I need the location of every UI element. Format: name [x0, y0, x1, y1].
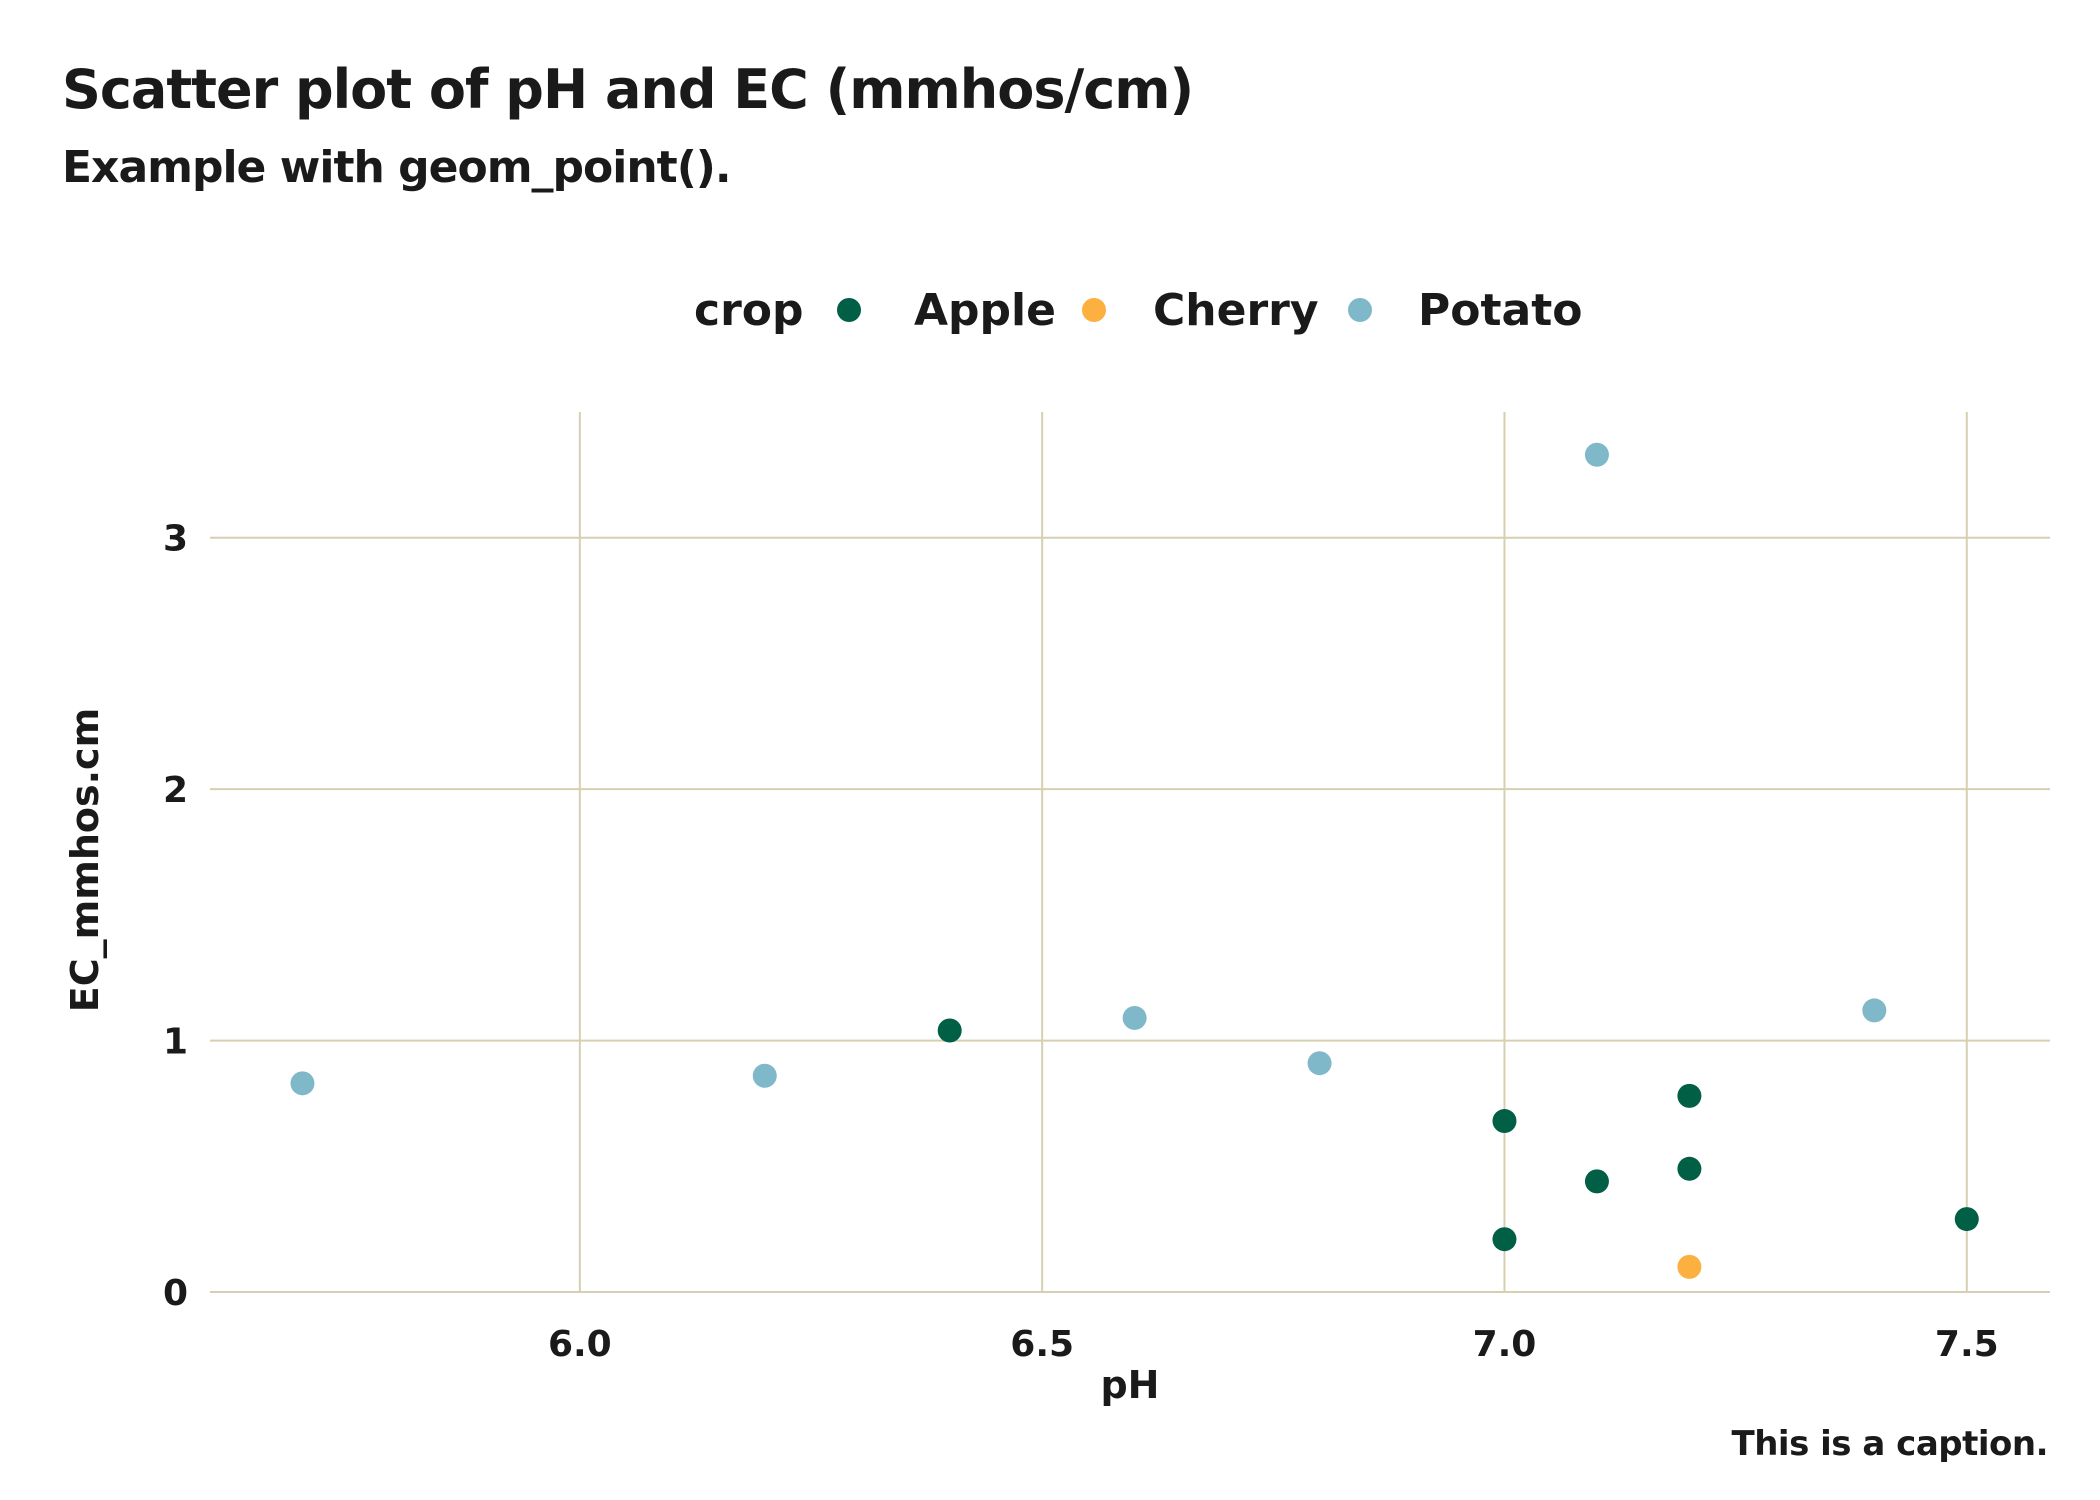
- x-tick-label: 7.0: [1473, 1324, 1537, 1365]
- data-point-cherry: [1677, 1254, 1702, 1279]
- legend-title: crop: [694, 285, 804, 336]
- legend-label-potato: Potato: [1418, 285, 1582, 336]
- legend: crop Apple Cherry Potato: [694, 285, 1582, 336]
- x-tick-label: 6.0: [548, 1324, 612, 1365]
- data-point-apple: [1954, 1207, 1979, 1232]
- points-layer: [290, 442, 1979, 1279]
- x-tick-label: 7.5: [1935, 1324, 1999, 1365]
- data-point-apple: [1492, 1109, 1517, 1134]
- legend-label-apple: Apple: [914, 285, 1056, 336]
- data-point-apple: [1492, 1227, 1517, 1252]
- chart-subtitle: Example with geom_point().: [62, 142, 732, 193]
- legend-label-cherry: Cherry: [1153, 285, 1319, 336]
- legend-key-cherry: [1082, 298, 1106, 322]
- data-point-potato: [1862, 998, 1887, 1023]
- data-point-potato: [752, 1063, 777, 1088]
- chart-caption: This is a caption.: [1731, 1424, 2049, 1464]
- data-point-potato: [290, 1071, 315, 1096]
- x-tick-label: 6.5: [1010, 1324, 1074, 1365]
- y-axis-title: EC_mmhos.cm: [63, 708, 107, 1012]
- y-tick-label: 3: [163, 519, 188, 560]
- grid-layer: 6.0 6.5 7.0 7.5 0 1 2 3: [163, 412, 2050, 1365]
- chart-title: Scatter plot of pH and EC (mmhos/cm): [62, 58, 1194, 121]
- x-axis-title: pH: [1100, 1363, 1159, 1407]
- y-tick-label: 1: [163, 1022, 188, 1063]
- data-point-potato: [1584, 442, 1609, 467]
- data-point-apple: [1677, 1156, 1702, 1181]
- data-point-apple: [1677, 1083, 1702, 1108]
- y-tick-label: 0: [163, 1273, 188, 1314]
- legend-key-potato: [1348, 298, 1372, 322]
- legend-key-apple: [837, 298, 861, 322]
- data-point-apple: [1584, 1169, 1609, 1194]
- axis-labels: pH EC_mmhos.cm: [63, 708, 1160, 1407]
- data-point-apple: [937, 1018, 962, 1043]
- data-point-potato: [1307, 1051, 1332, 1076]
- y-tick-label: 2: [163, 770, 188, 811]
- data-point-potato: [1122, 1005, 1147, 1030]
